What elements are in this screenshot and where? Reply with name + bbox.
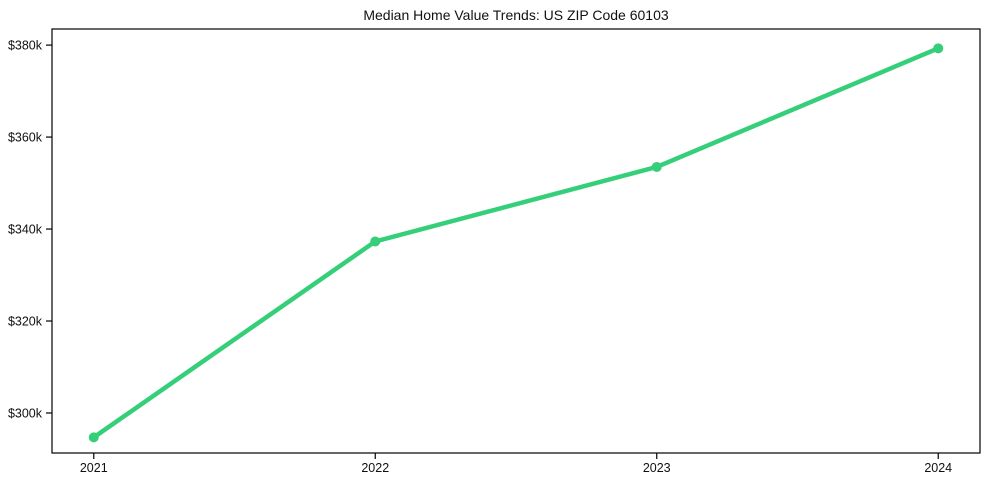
data-line xyxy=(91,46,941,440)
chart-title: Median Home Value Trends: US ZIP Code 60… xyxy=(363,7,669,23)
x-tick-label: 2023 xyxy=(643,461,671,475)
data-point-marker xyxy=(370,236,381,247)
y-tick-label: $360k xyxy=(8,131,43,145)
y-tick-label: $320k xyxy=(8,315,43,329)
data-point-marker xyxy=(933,43,944,54)
plot-box xyxy=(51,28,981,454)
y-tick-label: $300k xyxy=(8,406,43,420)
x-tick-label: 2024 xyxy=(924,461,952,475)
data-point-marker xyxy=(651,161,662,172)
x-tick-label: 2022 xyxy=(361,461,389,475)
y-tick-label: $380k xyxy=(8,39,43,53)
y-tick-label: $340k xyxy=(8,223,43,237)
data-point-marker xyxy=(88,432,99,443)
x-tick-label: 2021 xyxy=(80,461,108,475)
